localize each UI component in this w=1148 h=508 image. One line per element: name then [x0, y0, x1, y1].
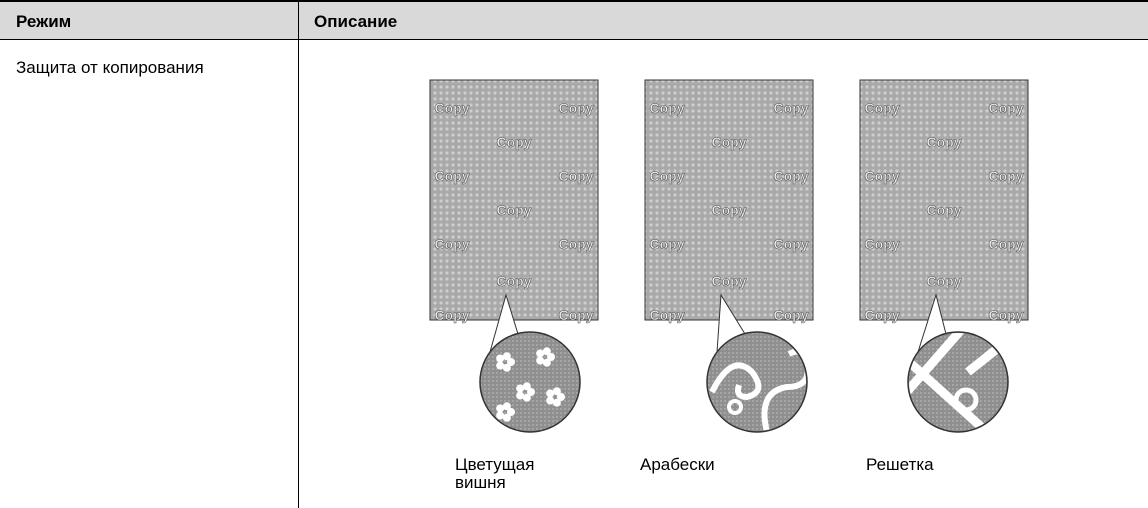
- petal: [496, 361, 505, 370]
- caption: Цветущая вишня: [455, 455, 535, 492]
- detail: [496, 347, 565, 422]
- watermark-text: Copy: [927, 202, 962, 218]
- watermark-text: Copy: [989, 100, 1024, 116]
- petal: [547, 353, 555, 361]
- petal: [516, 384, 525, 393]
- watermark-text: Copy: [435, 168, 470, 184]
- petal: [502, 363, 511, 372]
- watermark-text: Copy: [497, 273, 532, 289]
- petal: [516, 391, 525, 400]
- watermark-text: Copy: [774, 236, 809, 252]
- petal: [507, 358, 515, 366]
- petal: [542, 358, 551, 367]
- caption: Решетка: [866, 455, 934, 474]
- watermark-text: Copy: [650, 100, 685, 116]
- petal: [502, 413, 511, 422]
- watermark-text: Copy: [559, 168, 594, 184]
- magnifier: [907, 331, 1009, 433]
- watermark-text: Copy: [559, 100, 594, 116]
- petal: [542, 347, 551, 356]
- watermark-text: Copy: [712, 134, 747, 150]
- sample-page: [644, 79, 814, 321]
- sample-page: [859, 79, 1029, 321]
- petal: [557, 393, 565, 401]
- petal: [496, 404, 505, 413]
- petal: [522, 393, 531, 402]
- petal: [552, 387, 561, 396]
- petal: [552, 398, 561, 407]
- sample-page: [429, 79, 599, 321]
- petal: [527, 388, 535, 396]
- header-cell: Описание: [314, 12, 398, 31]
- petal: [496, 411, 505, 420]
- petal: [536, 349, 545, 358]
- watermark-text: Copy: [497, 202, 532, 218]
- pattern-sample: Copy Copy Copy Copy Copy Copy Copy Copy Copy Copy…: [429, 79, 599, 433]
- watermark-text: Copy: [927, 273, 962, 289]
- watermark-text: Copy: [865, 236, 900, 252]
- swirl: [709, 362, 762, 401]
- node: [953, 387, 979, 413]
- petal: [496, 354, 505, 363]
- watermark-text: Copy: [435, 100, 470, 116]
- watermark-text: Copy: [559, 236, 594, 252]
- watermark-text: Copy: [650, 307, 685, 323]
- petal: [546, 396, 555, 405]
- watermark-text: Copy: [559, 307, 594, 323]
- watermark-text: Copy: [927, 134, 962, 150]
- column-divider: [298, 0, 299, 508]
- row-label: Защита от копирования: [16, 58, 204, 77]
- petal: [502, 352, 511, 361]
- petal: [502, 402, 511, 411]
- header-cell: Режим: [16, 12, 72, 31]
- watermark-text: Copy: [989, 168, 1024, 184]
- watermark-text: Copy: [712, 273, 747, 289]
- petal: [522, 382, 531, 391]
- pattern-sample: Copy Copy Copy Copy Copy Copy Copy Copy Copy Copy…: [644, 79, 814, 433]
- watermark-text: Copy: [865, 100, 900, 116]
- watermark-text: Copy: [712, 202, 747, 218]
- watermark-text: Copy: [865, 307, 900, 323]
- table-header: Режим Описание: [0, 0, 1148, 40]
- ring: [727, 399, 743, 415]
- watermark-text: Copy: [650, 168, 685, 184]
- petal: [536, 356, 545, 365]
- petal: [507, 408, 515, 416]
- caption: Арабески: [640, 455, 715, 474]
- magnifier: [479, 331, 581, 433]
- watermark-text: Copy: [989, 236, 1024, 252]
- watermark-text: Copy: [774, 307, 809, 323]
- watermark-text: Copy: [497, 134, 532, 150]
- watermark-text: Copy: [650, 236, 685, 252]
- watermark-text: Copy: [989, 307, 1024, 323]
- watermark-text: Copy: [774, 168, 809, 184]
- watermark-text: Copy: [435, 236, 470, 252]
- pattern-sample: Copy Copy Copy Copy Copy Copy Copy Copy Copy Copy…: [859, 79, 1029, 433]
- watermark-text: Copy: [435, 307, 470, 323]
- watermark-text: Copy: [774, 100, 809, 116]
- watermark-text: Copy: [865, 168, 900, 184]
- petal: [546, 389, 555, 398]
